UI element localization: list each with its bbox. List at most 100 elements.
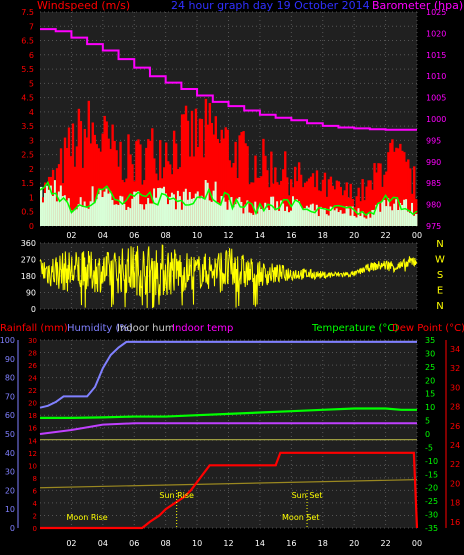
gust-bar <box>401 150 404 226</box>
average-wind-bar <box>163 186 166 226</box>
gust-bar <box>387 152 390 226</box>
gust-bar <box>145 147 148 226</box>
hour-tick-label: 00 <box>412 539 422 548</box>
gust-bar <box>147 139 150 226</box>
legend-entry: Indoor hum <box>117 323 175 334</box>
average-wind-bar <box>299 205 303 226</box>
temperature-line <box>40 407 417 419</box>
baro-tick-label: 1005 <box>426 94 446 103</box>
average-wind-bar <box>198 198 202 226</box>
average-wind-bar <box>286 206 289 226</box>
average-wind-bar <box>99 189 102 226</box>
gust-bar <box>75 146 79 226</box>
wind-baro-panel: 00.511.522.533.544.555.566.577.5 9759809… <box>21 0 463 240</box>
average-wind-bar <box>282 203 285 226</box>
gust-bar <box>268 187 271 226</box>
average-wind-bar <box>125 209 128 226</box>
average-wind-bar <box>200 195 204 226</box>
gust-bar <box>89 143 92 226</box>
average-wind-bar <box>109 191 112 226</box>
gust-bar <box>321 179 325 226</box>
gust-bar <box>69 156 73 226</box>
average-wind-bar <box>363 217 366 226</box>
gust-bar <box>71 123 75 226</box>
average-wind-bar <box>331 207 335 226</box>
average-wind-bar <box>349 215 352 226</box>
humidity-tick-label: 20 <box>5 486 15 495</box>
temperature-tick-label: -10 <box>425 457 438 466</box>
average-wind-bar <box>401 204 404 226</box>
gust-bar <box>407 159 410 226</box>
average-wind-bar <box>252 214 255 226</box>
gust-bar <box>288 195 291 226</box>
direction-axis-ticks: 0 90 180 270 360 <box>21 239 36 314</box>
gust-bar <box>182 114 186 226</box>
gust-bar <box>270 151 273 226</box>
annotation-label: Moon Set <box>282 513 319 522</box>
compass-label: S <box>437 270 443 281</box>
temperature-tick-label: -25 <box>425 497 438 506</box>
gust-bar <box>311 173 315 226</box>
average-wind-bar <box>353 215 356 226</box>
gust-bar <box>307 178 311 226</box>
dewpoint-line <box>39 422 417 435</box>
dewpoint-tick-label: 32 <box>450 364 460 373</box>
gust-bar <box>282 169 285 226</box>
rain-tick-label: 18 <box>28 412 37 420</box>
annotation-label: Sun Set <box>292 491 323 500</box>
average-wind-bar <box>97 194 100 226</box>
gust-bar <box>299 174 303 226</box>
temperature-tick-label: 5 <box>425 417 430 426</box>
gust-bar <box>309 176 313 226</box>
gust-bar <box>119 141 122 226</box>
average-wind-bar <box>272 196 275 226</box>
average-wind-bar <box>111 199 114 226</box>
average-wind-bar <box>347 208 350 226</box>
temperature-tick-label: -35 <box>425 524 438 533</box>
wind-tick-label: 4.5 <box>21 94 34 103</box>
gust-bar <box>210 122 214 226</box>
average-wind-bar <box>188 192 192 226</box>
average-wind-bar <box>291 196 295 226</box>
average-wind-bar <box>373 209 376 226</box>
gust-bar <box>63 137 67 226</box>
average-wind-bar <box>409 212 412 226</box>
average-wind-bar <box>303 208 307 226</box>
average-wind-bar <box>415 214 418 226</box>
average-wind-bar <box>212 190 216 226</box>
average-wind-bar <box>321 209 325 226</box>
average-wind-bar <box>129 208 132 226</box>
wind-tick-label: 1.5 <box>21 179 34 188</box>
hour-tick-label: 18 <box>318 539 328 548</box>
average-wind-bar <box>172 194 176 226</box>
dewpoint-tick-label: 22 <box>450 460 460 469</box>
average-wind-bar <box>274 210 277 226</box>
gust-bar <box>379 163 382 226</box>
average-wind-bar <box>174 209 178 226</box>
average-wind-bar <box>242 213 245 226</box>
average-wind-bar <box>117 205 120 226</box>
average-wind-bar <box>57 191 61 226</box>
average-wind-bar <box>262 208 265 226</box>
average-wind-bar <box>95 199 98 226</box>
average-wind-bar <box>165 193 168 226</box>
average-wind-bar <box>91 186 94 226</box>
temperature-tick-label: 10 <box>425 403 435 412</box>
average-wind-bar <box>264 202 267 226</box>
average-wind-bar <box>325 214 329 226</box>
hour-tick-label: 02 <box>66 539 76 548</box>
gust-bar <box>337 181 341 226</box>
average-wind-bar <box>377 203 380 226</box>
gust-bar <box>389 142 392 226</box>
baro-tick-label: 995 <box>426 136 441 145</box>
gust-bar <box>65 148 69 226</box>
average-wind-bar <box>250 213 253 226</box>
hour-tick-label: 20 <box>349 539 359 548</box>
gust-bar <box>242 131 245 226</box>
rain-tick-label: 24 <box>28 375 37 383</box>
compass-label: N <box>436 239 443 250</box>
hour-tick-label: 22 <box>380 231 390 240</box>
dewpoint-tick-label: 28 <box>450 403 460 412</box>
average-wind-bar <box>256 213 259 226</box>
